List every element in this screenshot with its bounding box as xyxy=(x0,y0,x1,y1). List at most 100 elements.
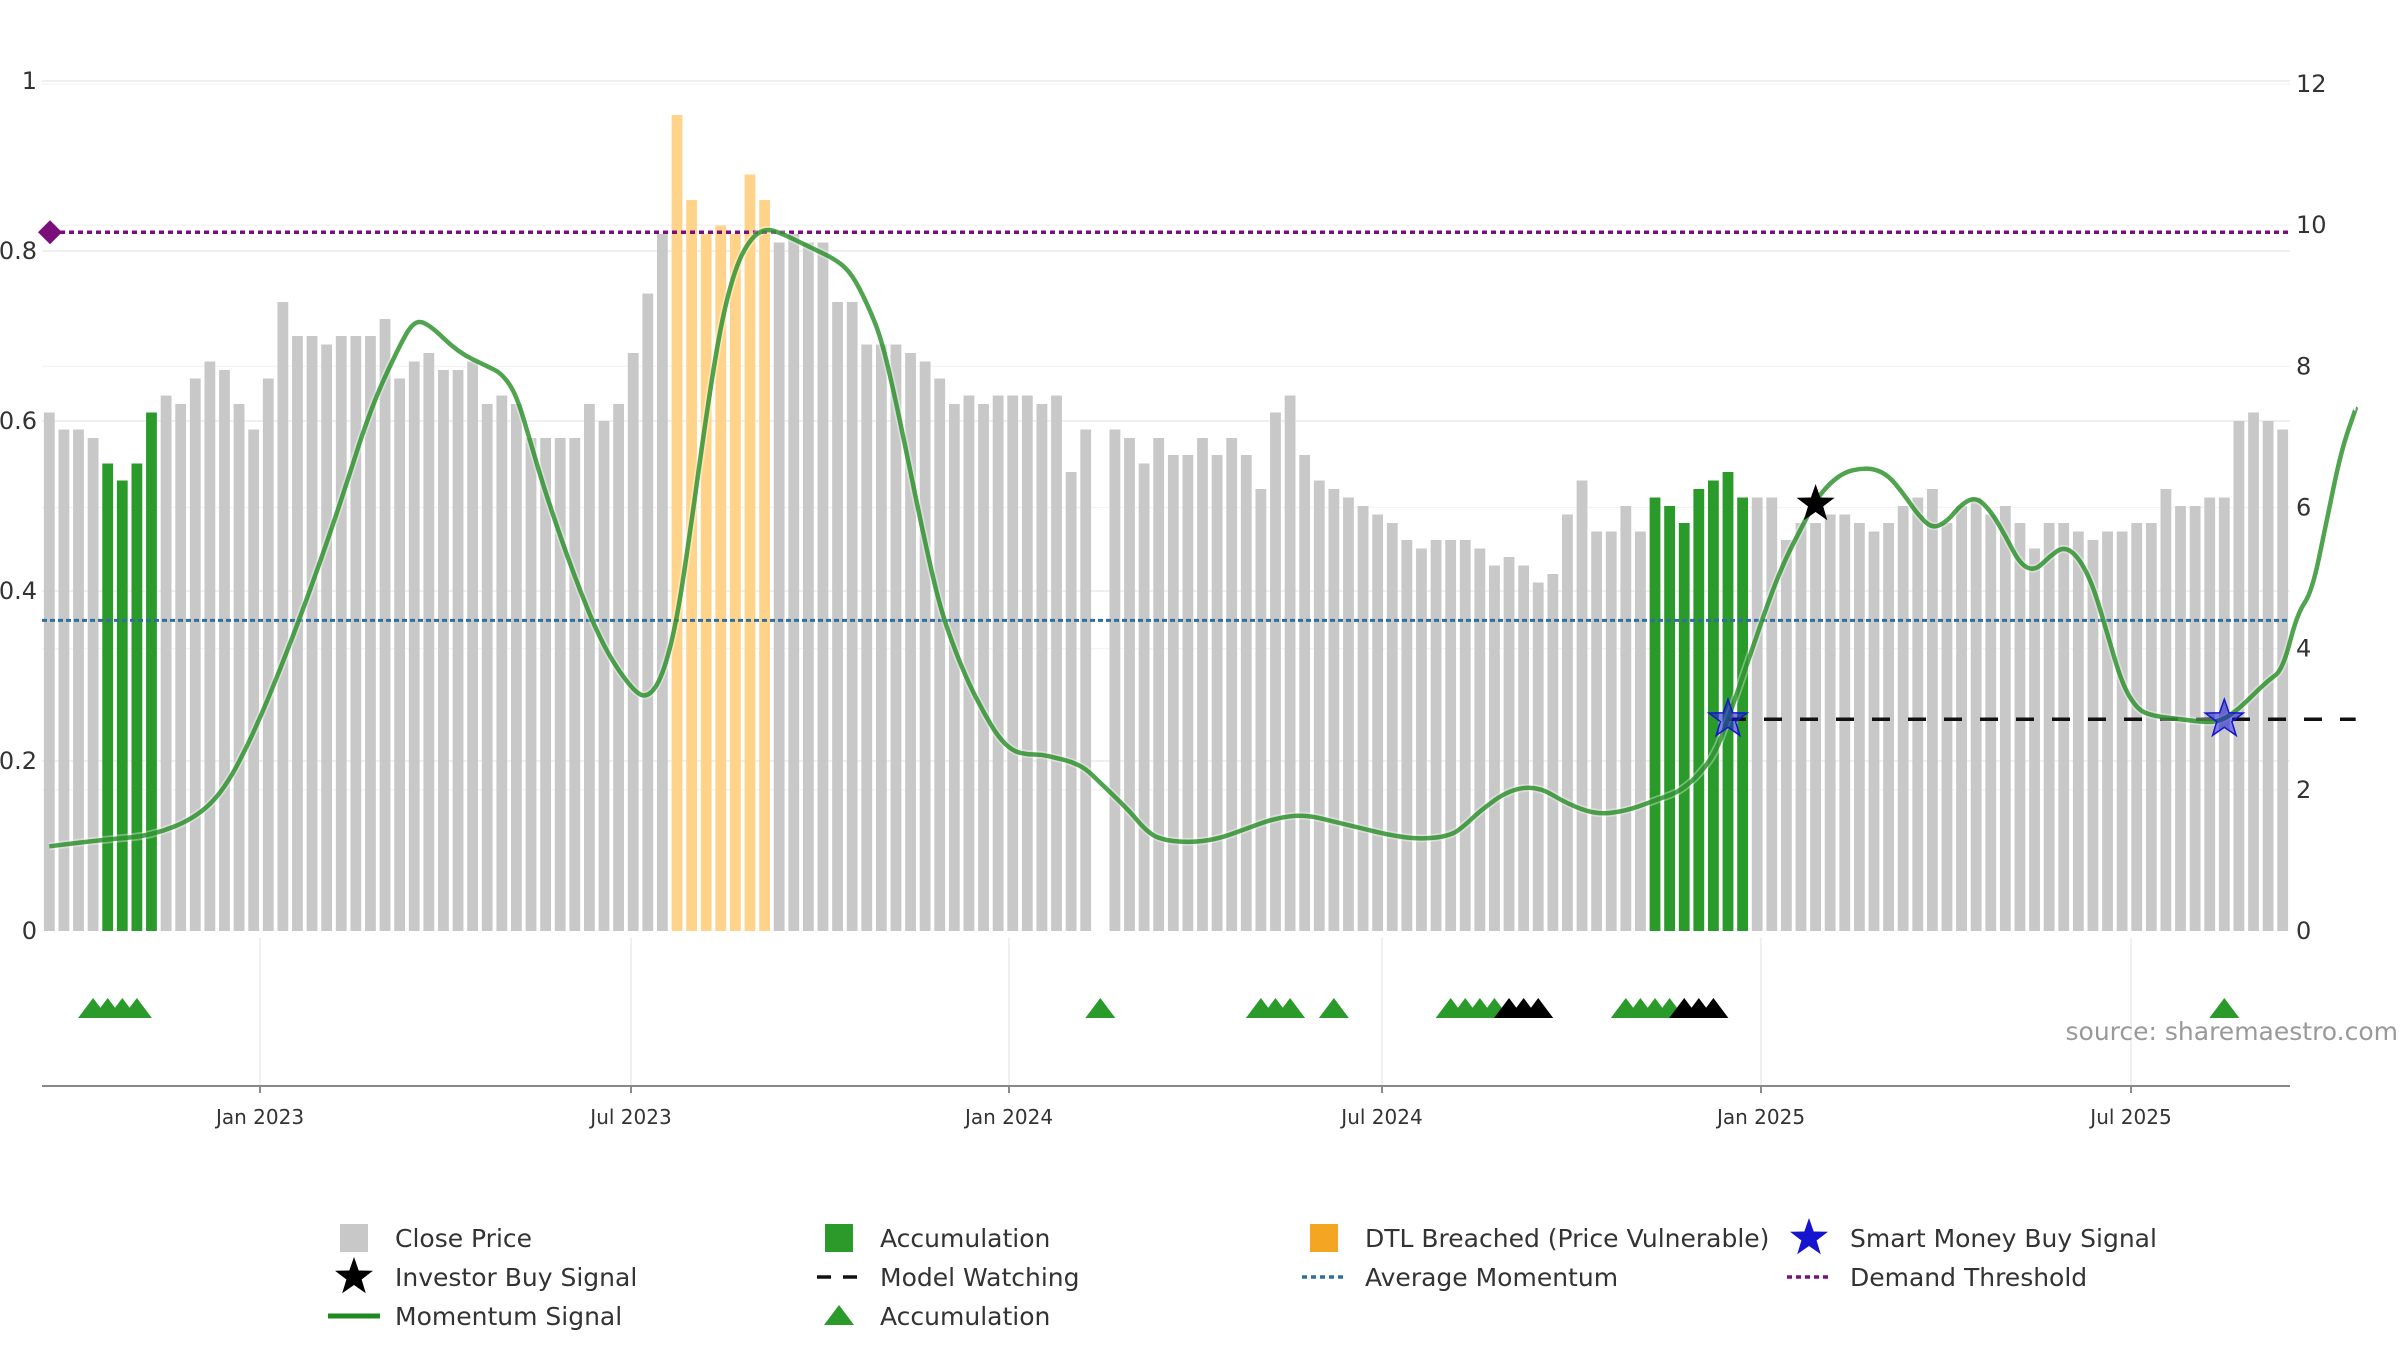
bar xyxy=(277,302,289,931)
bar xyxy=(219,370,230,931)
bar xyxy=(1897,506,1909,931)
bar xyxy=(1518,565,1530,931)
left-tick-label: 0.2 xyxy=(0,747,37,775)
bar xyxy=(1853,523,1865,931)
bar xyxy=(1941,523,1953,931)
legend-label: Momentum Signal xyxy=(395,1302,622,1331)
bar xyxy=(1357,506,1369,931)
bar xyxy=(481,404,493,931)
bar xyxy=(2233,421,2245,931)
bar xyxy=(1153,438,1165,931)
bar xyxy=(861,344,873,931)
bar xyxy=(1109,429,1121,931)
bar xyxy=(1693,489,1705,931)
bar xyxy=(2248,412,2259,931)
bar xyxy=(788,234,800,931)
bar xyxy=(1211,455,1223,931)
bar xyxy=(656,234,668,931)
bar xyxy=(773,242,785,931)
legend: Close Price Accumulation DTL Breached (Pri… xyxy=(328,1218,2157,1331)
bar xyxy=(1167,455,1179,931)
bar xyxy=(350,336,362,931)
legend-item: Momentum Signal xyxy=(328,1302,622,1331)
bar xyxy=(87,438,99,931)
bar xyxy=(204,361,216,931)
bar xyxy=(1780,540,1792,931)
bar xyxy=(58,429,70,931)
accumulation-triangle xyxy=(2209,998,2240,1018)
bar xyxy=(598,421,610,931)
left-tick-label: 0.6 xyxy=(0,407,37,435)
bar xyxy=(1445,540,1457,931)
x-tick-label: Jul 2024 xyxy=(1339,1105,1422,1129)
bar xyxy=(642,293,654,931)
bar xyxy=(934,378,946,931)
bar xyxy=(2014,523,2026,931)
bar xyxy=(423,353,435,931)
bars-layer xyxy=(43,115,2289,931)
right-tick-label: 12 xyxy=(2296,70,2327,98)
legend-label: Smart Money Buy Signal xyxy=(1850,1224,2157,1253)
legend-label: Demand Threshold xyxy=(1850,1263,2087,1292)
bar xyxy=(2262,421,2274,931)
bar xyxy=(292,336,303,931)
x-tick-label: Jul 2025 xyxy=(2088,1105,2171,1129)
demand-threshold-marker xyxy=(38,220,62,245)
bar xyxy=(2160,489,2172,931)
bar xyxy=(2116,531,2128,931)
bar xyxy=(1678,523,1690,931)
bar xyxy=(496,395,508,931)
bar xyxy=(1080,429,1092,931)
accumulation-triangle xyxy=(121,998,152,1018)
bar xyxy=(2145,523,2157,931)
momentum-line xyxy=(49,227,2358,849)
right-tick-label: 10 xyxy=(2296,211,2327,239)
bar xyxy=(1021,395,1033,931)
bar xyxy=(1299,455,1311,931)
bar xyxy=(1270,412,1281,931)
bar xyxy=(759,200,770,931)
bar xyxy=(1635,531,1646,931)
accumulation-triangle xyxy=(1275,998,1306,1018)
legend-label: DTL Breached (Price Vulnerable) xyxy=(1365,1224,1769,1253)
bar xyxy=(1912,497,1924,931)
legend-label: Close Price xyxy=(395,1224,532,1253)
bar xyxy=(306,336,318,931)
bar xyxy=(1197,438,1208,931)
bar xyxy=(1386,523,1398,931)
bar xyxy=(335,336,347,931)
bar xyxy=(233,404,245,931)
legend-swatch xyxy=(335,1257,373,1294)
x-tick-label: Jan 2023 xyxy=(214,1105,304,1129)
legend-swatch xyxy=(1310,1224,1338,1252)
axes-layer: Jan 2023 Jul 2023 Jan 2024 Jul 2024 Jan 2025… xyxy=(0,67,2327,1129)
bar xyxy=(1328,489,1340,931)
bar xyxy=(1999,506,2011,931)
bar xyxy=(905,353,916,931)
bar xyxy=(1007,395,1019,931)
bar xyxy=(1489,565,1500,931)
x-tick-label: Jan 2025 xyxy=(1715,1105,1805,1129)
bar xyxy=(700,234,712,931)
bar xyxy=(2087,540,2099,931)
bar xyxy=(525,438,537,931)
bar xyxy=(1503,557,1515,931)
bar xyxy=(992,395,1004,931)
bar xyxy=(1883,523,1894,931)
accumulation-triangle xyxy=(1085,998,1116,1018)
legend-label: Accumulation xyxy=(880,1302,1050,1331)
bar xyxy=(1664,506,1676,931)
markers-layer xyxy=(78,484,2246,1018)
bar xyxy=(43,412,55,931)
bar xyxy=(1576,480,1588,931)
bar xyxy=(146,412,157,931)
bar xyxy=(1255,489,1267,931)
bar xyxy=(890,344,902,931)
bar xyxy=(1795,523,1807,931)
bar xyxy=(365,336,376,931)
legend-item: Average Momentum xyxy=(1302,1263,1618,1292)
bar xyxy=(116,480,128,931)
bar xyxy=(1868,531,1880,931)
